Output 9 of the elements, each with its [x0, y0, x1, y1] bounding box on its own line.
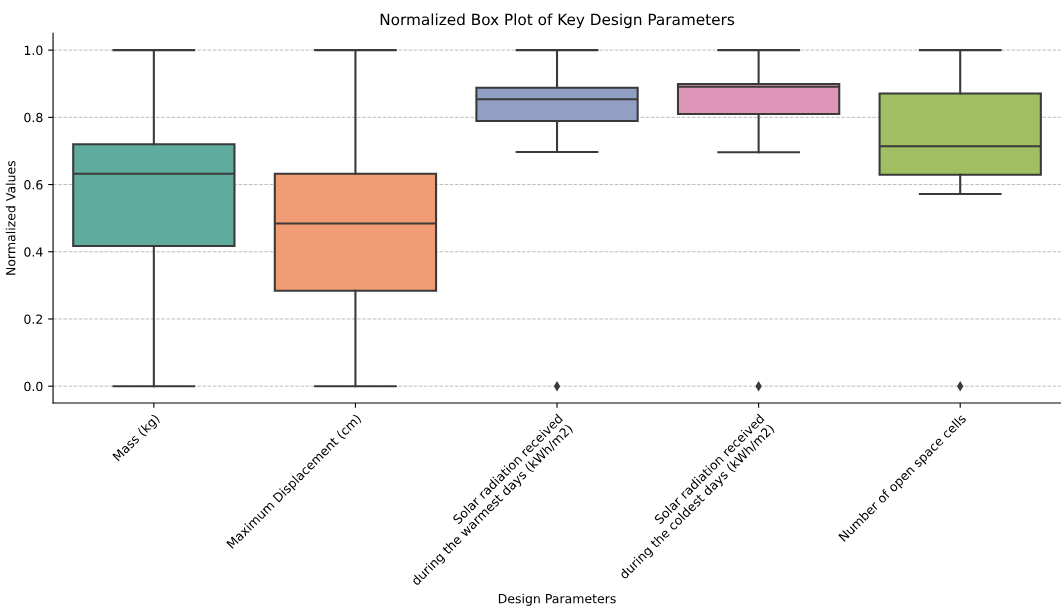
y-tick-label: 0.8: [24, 112, 43, 123]
y-tick-label: 0.2: [24, 314, 43, 324]
y-tick-label: 0.0: [24, 381, 43, 392]
chart-title: Normalized Box Plot of Key Design Parameters: [380, 13, 735, 29]
y-tick-label: 0.4: [24, 247, 43, 257]
y-tick-label: 0.6: [24, 180, 43, 190]
x-axis-title: Design Parameters: [498, 593, 616, 606]
y-tick-label: 1.0: [24, 45, 43, 56]
y-axis-title: Normalized Values: [5, 160, 16, 275]
